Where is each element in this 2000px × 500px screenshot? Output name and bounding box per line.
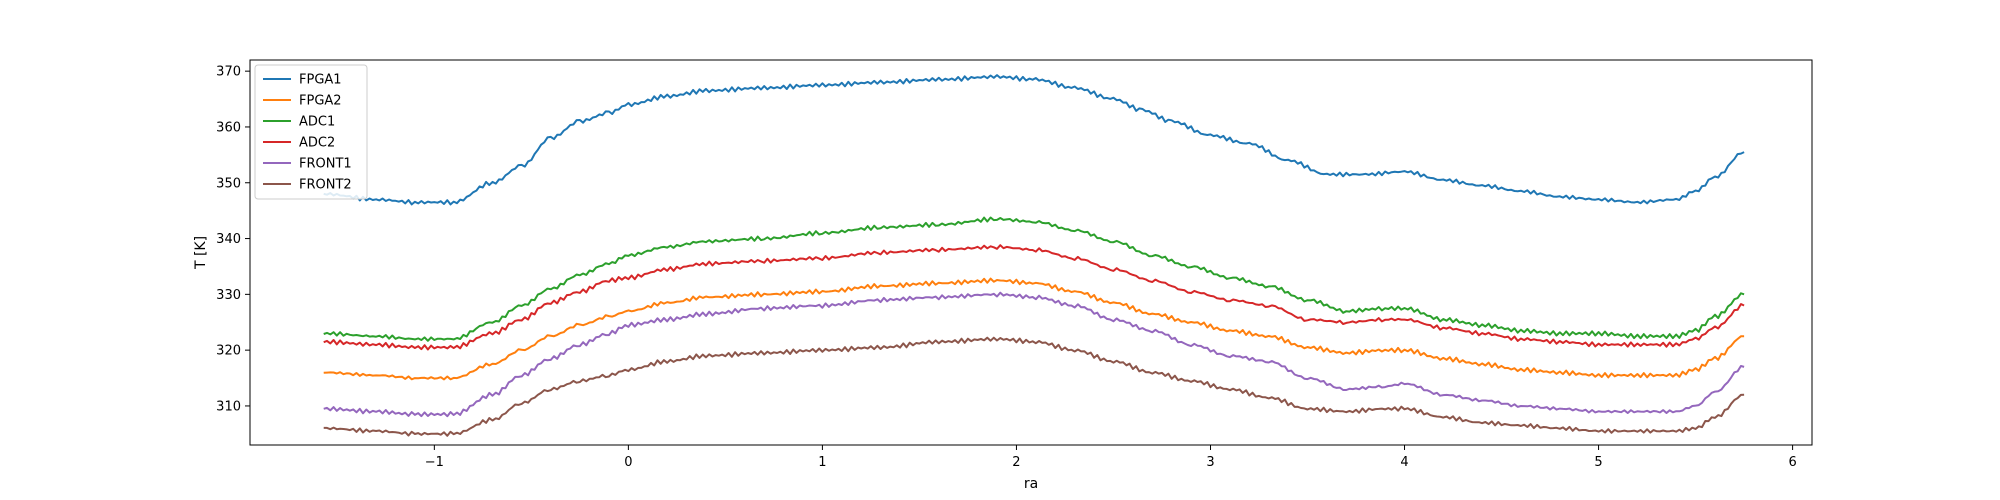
legend-label-adc2: ADC2 xyxy=(299,136,335,151)
legend: FPGA1 FPGA2 ADC1 ADC2 FRONT1 FRONT2 xyxy=(254,64,368,200)
series-line-front1 xyxy=(323,291,1745,418)
y-tick-label: 310 xyxy=(216,399,241,414)
y-tick-label: 320 xyxy=(216,344,241,359)
legend-label-fpga2: FPGA2 xyxy=(299,94,342,109)
series-line-adc2 xyxy=(323,244,1745,351)
y-tick-label: 330 xyxy=(216,288,241,303)
axes-frame xyxy=(249,59,1813,446)
series-line-fpga2 xyxy=(323,277,1745,381)
y-axis: 310 320 330 340 350 360 370 xyxy=(216,65,250,414)
x-tick-label: 5 xyxy=(1594,455,1602,470)
x-tick-label: 6 xyxy=(1788,455,1796,470)
series-line-fpga1 xyxy=(323,74,1745,206)
y-tick-label: 360 xyxy=(216,120,241,135)
legend-label-front2: FRONT2 xyxy=(299,178,352,193)
x-tick-label: −1 xyxy=(425,455,444,470)
legend-label-adc1: ADC1 xyxy=(299,115,335,130)
legend-label-front1: FRONT1 xyxy=(299,157,352,172)
y-axis-label: T [K] xyxy=(193,236,209,270)
x-tick-label: 2 xyxy=(1012,455,1020,470)
series-line-front2 xyxy=(323,336,1745,437)
plot-area xyxy=(323,74,1745,437)
series-line-adc1 xyxy=(323,216,1745,342)
y-tick-label: 350 xyxy=(216,176,241,191)
y-tick-label: 340 xyxy=(216,232,241,247)
x-tick-label: 3 xyxy=(1206,455,1214,470)
x-tick-label: 4 xyxy=(1400,455,1408,470)
x-tick-label: 1 xyxy=(818,455,826,470)
x-tick-label: 0 xyxy=(624,455,632,470)
legend-box xyxy=(254,64,368,200)
y-tick-label: 370 xyxy=(216,65,241,80)
x-axis: −1 0 1 2 3 4 5 6 xyxy=(425,445,1797,470)
legend-label-fpga1: FPGA1 xyxy=(299,73,342,88)
x-axis-label: ra xyxy=(1024,476,1038,492)
